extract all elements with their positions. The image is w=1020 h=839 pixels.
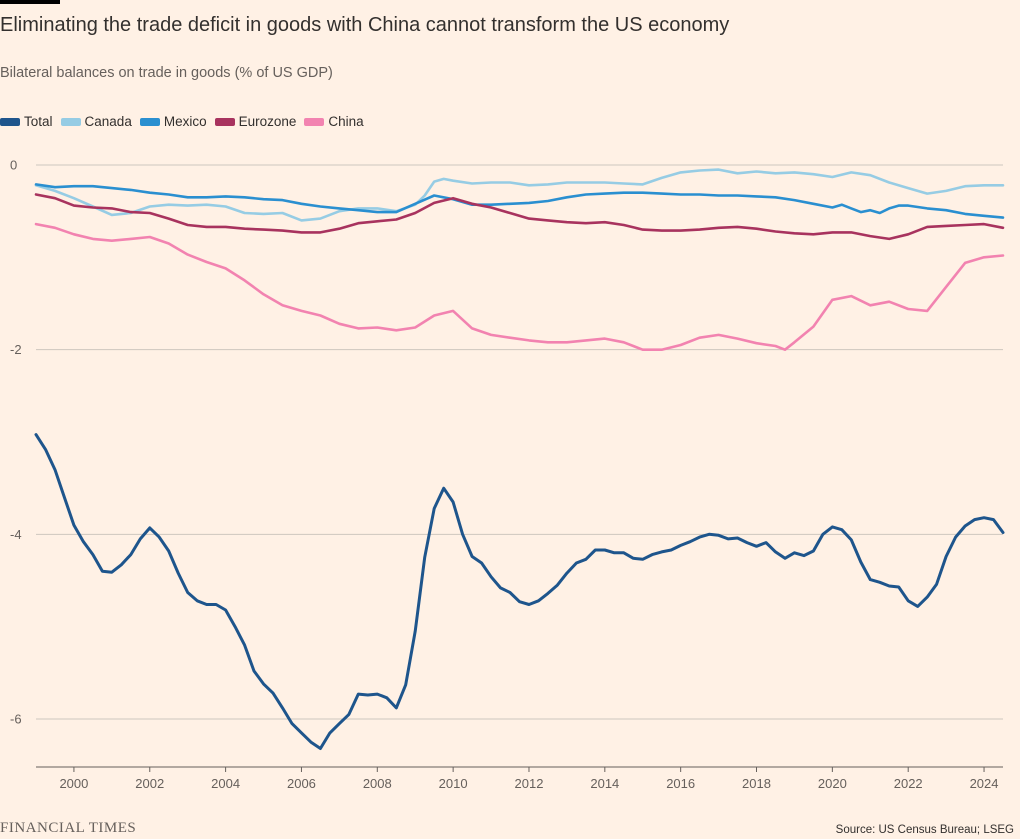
- brand-top-bar: [0, 0, 60, 4]
- legend-label: China: [328, 114, 364, 129]
- y-tick-label: -2: [10, 342, 22, 357]
- legend-swatch: [304, 117, 325, 126]
- legend-item-canada: Canada: [60, 114, 132, 129]
- series-line-canada: [34, 168, 1005, 222]
- source-note: Source: US Census Bureau; LSEG: [835, 824, 1014, 836]
- x-tick-label: 2018: [742, 776, 771, 791]
- legend-label: Total: [24, 114, 53, 129]
- x-tick-label: 2010: [439, 776, 468, 791]
- line-chart: 0 -2 -4 -6 2000 2002 2004 2006 2008 2010 2012 2014 2…: [10, 158, 1005, 791]
- y-tick-label: -6: [10, 712, 22, 727]
- legend-swatch: [60, 117, 81, 126]
- x-tick-label: 2006: [287, 776, 316, 791]
- x-tick-label: 2012: [515, 776, 544, 791]
- legend-swatch: [139, 117, 160, 126]
- legend-item-mexico: Mexico: [139, 114, 207, 129]
- x-tick-label: 2022: [894, 776, 923, 791]
- series-line-china: [34, 222, 1005, 351]
- x-tick-label: 2002: [135, 776, 164, 791]
- publisher-brand: FINANCIAL TIMES: [0, 820, 137, 836]
- legend-swatch: [0, 117, 20, 126]
- legend-label: Canada: [84, 114, 132, 129]
- legend-item-total: Total: [0, 114, 53, 129]
- legend-label: Eurozone: [238, 114, 297, 129]
- x-tick-label: 2004: [211, 776, 240, 791]
- legend-swatch: [214, 117, 235, 126]
- x-tick-label: 2016: [666, 776, 695, 791]
- series-line-total: [34, 433, 1005, 750]
- chart-legend: Total Canada Mexico Eurozone China: [0, 114, 372, 129]
- x-tick-label: 2024: [970, 776, 999, 791]
- x-tick-label: 2020: [818, 776, 847, 791]
- x-tick-label: 2014: [590, 776, 619, 791]
- y-tick-label: 0: [10, 158, 17, 173]
- x-tick-label: 2008: [363, 776, 392, 791]
- series-line-mexico: [34, 183, 1005, 219]
- legend-item-china: China: [304, 114, 364, 129]
- series-line-eurozone: [34, 193, 1005, 241]
- chart-title: Eliminating the trade deficit in goods w…: [0, 14, 730, 36]
- legend-item-eurozone: Eurozone: [214, 114, 297, 129]
- chart-subtitle: Bilateral balances on trade in goods (% …: [0, 65, 333, 81]
- x-tick-label: 2000: [59, 776, 88, 791]
- y-tick-label: -4: [10, 527, 22, 542]
- legend-label: Mexico: [163, 114, 207, 129]
